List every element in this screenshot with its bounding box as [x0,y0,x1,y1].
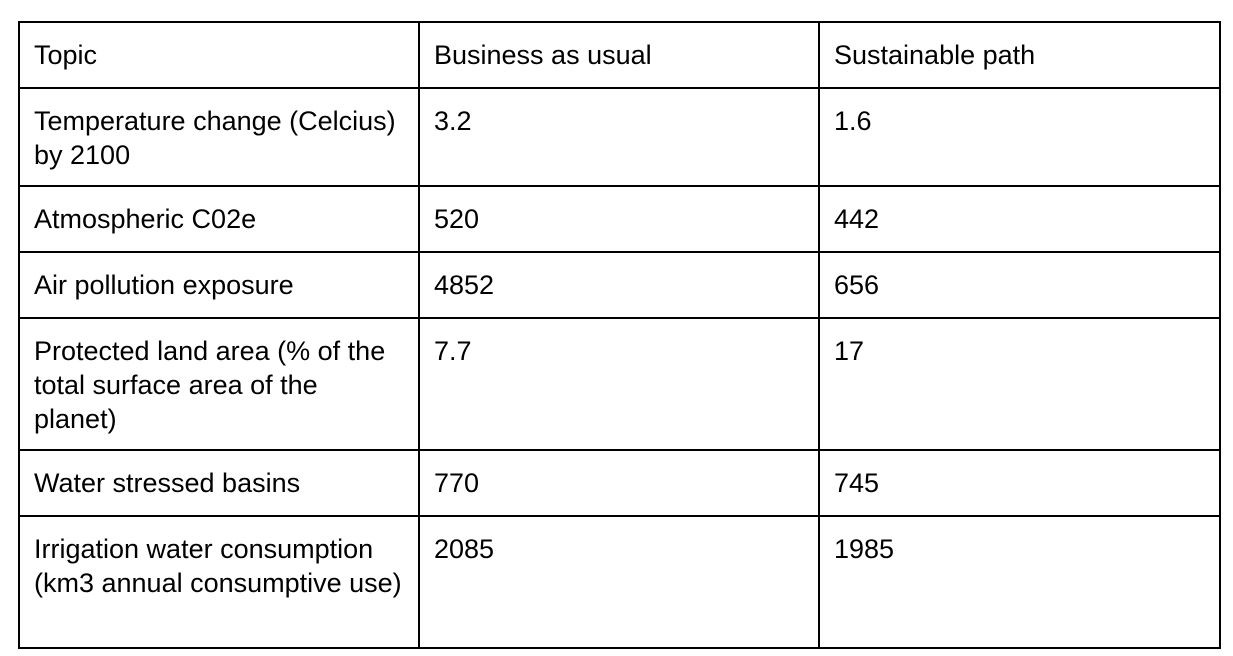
cell-topic: Water stressed basins [18,449,420,517]
cell-business-as-usual: 770 [418,449,820,517]
cell-sustainable-path: 17 [818,317,1221,451]
table-row: Atmospheric C02e 520 442 [18,185,1221,253]
table-row: Irrigation water consumption (km3 annual… [18,515,1221,649]
cell-business-as-usual: 2085 [418,515,820,649]
comparison-table-container: Topic Business as usual Sustainable path… [18,21,1221,649]
cell-business-as-usual: 520 [418,185,820,253]
comparison-table: Topic Business as usual Sustainable path… [18,21,1221,649]
cell-topic: Atmospheric C02e [18,185,420,253]
cell-sustainable-path: 442 [818,185,1221,253]
cell-sustainable-path: 745 [818,449,1221,517]
table-row: Air pollution exposure 4852 656 [18,251,1221,319]
cell-sustainable-path: 656 [818,251,1221,319]
cell-topic: Temperature change (Celcius) by 2100 [18,87,420,187]
cell-sustainable-path: 1985 [818,515,1221,649]
table-row: Temperature change (Celcius) by 2100 3.2… [18,87,1221,187]
cell-topic: Protected land area (% of the total surf… [18,317,420,451]
header-sustainable-path: Sustainable path [818,21,1221,89]
cell-topic: Irrigation water consumption (km3 annual… [18,515,420,649]
header-topic: Topic [18,21,420,89]
cell-business-as-usual: 4852 [418,251,820,319]
table-row: Protected land area (% of the total surf… [18,317,1221,451]
cell-business-as-usual: 7.7 [418,317,820,451]
header-business-as-usual: Business as usual [418,21,820,89]
cell-sustainable-path: 1.6 [818,87,1221,187]
cell-business-as-usual: 3.2 [418,87,820,187]
cell-topic: Air pollution exposure [18,251,420,319]
table-header-row: Topic Business as usual Sustainable path [18,21,1221,89]
table-row: Water stressed basins 770 745 [18,449,1221,517]
